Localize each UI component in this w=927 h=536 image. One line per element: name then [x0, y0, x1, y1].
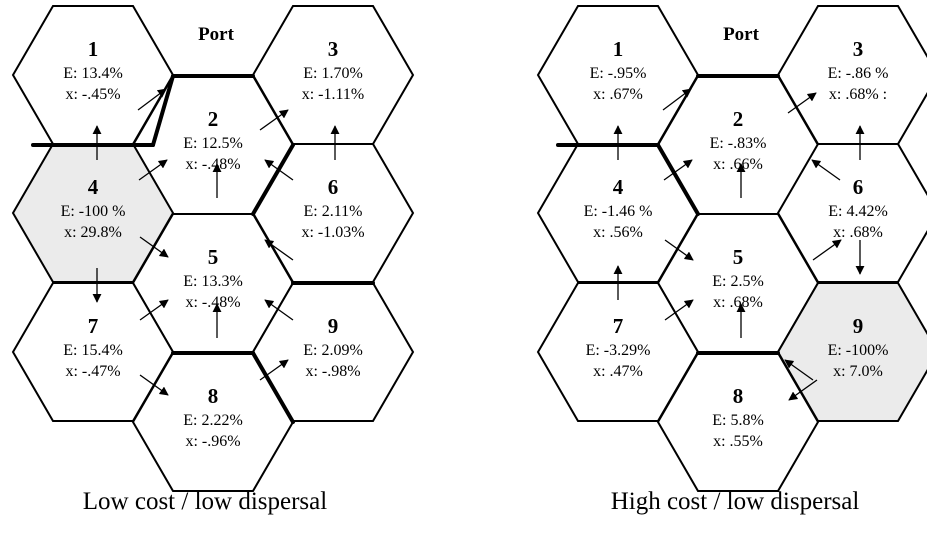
cell-e-value: E: -.86 %: [828, 65, 889, 82]
dispersal-arrow: [784, 359, 814, 381]
dispersal-arrow: [264, 159, 294, 181]
dispersal-arrow: [662, 88, 692, 111]
thick-border: [251, 143, 295, 216]
dispersal-arrow: [788, 379, 818, 401]
cell-number: 2: [208, 107, 219, 131]
thick-border: [151, 74, 175, 147]
cell-x-value: x: -.47%: [65, 363, 120, 380]
cell-e-value: E: 1.70%: [303, 65, 363, 82]
dispersal-arrow: [138, 159, 168, 181]
dispersal-arrow: [663, 159, 693, 181]
cell-number: 5: [208, 245, 219, 269]
cell-x-value: x: -.48%: [185, 294, 240, 311]
cell-e-value: E: 13.3%: [183, 273, 243, 290]
dispersal-arrow: [264, 239, 294, 261]
cell-number: 2: [733, 107, 744, 131]
dispersal-arrow: [811, 159, 841, 181]
cell-x-value: x: .68%: [713, 294, 763, 311]
cell-number: 8: [733, 384, 744, 408]
cell-number: 6: [328, 175, 339, 199]
cell-x-value: x: -1.03%: [301, 224, 364, 241]
thick-border: [251, 351, 295, 424]
cell-x-value: x: .68%: [833, 224, 883, 241]
cell-x-value: x: .68% :: [829, 86, 887, 103]
cell-number: 6: [853, 175, 864, 199]
cell-x-value: x: -.45%: [65, 86, 120, 103]
dispersal-arrow: [139, 236, 169, 258]
cell-e-value: E: -.95%: [590, 65, 647, 82]
dispersal-arrow: [259, 359, 289, 381]
dispersal-arrow: [664, 239, 694, 261]
hex-cell-9: [776, 282, 927, 422]
dispersal-arrow: [259, 109, 289, 131]
cell-x-value: x: .67%: [593, 86, 643, 103]
cell-x-value: x: -1.11%: [302, 86, 365, 103]
cell-e-value: E: -.83%: [710, 135, 767, 152]
cell-number: 9: [328, 314, 339, 338]
cell-number: 3: [853, 37, 864, 61]
dispersal-arrow: [787, 92, 817, 114]
panel-high-cost: Port 1 E: -.95% x: .67% 2 E: -.83% x: .66% 3 E: …: [536, 5, 927, 492]
cell-e-value: E: -100%: [828, 342, 889, 359]
cell-e-value: E: -3.29%: [586, 342, 651, 359]
cell-number: 1: [88, 37, 99, 61]
caption-high-cost: High cost / low dispersal: [610, 488, 860, 515]
cell-e-value: E: 13.4%: [63, 65, 123, 82]
cell-x-value: x: .47%: [593, 363, 643, 380]
cell-e-value: E: -100 %: [61, 203, 126, 220]
cell-x-value: x: .55%: [713, 433, 763, 450]
cell-x-value: x: .56%: [593, 224, 643, 241]
panel-low-cost: Port 1 E: 13.4% x: -.45% 2 E: 12.5% x: -.48% 3 E…: [11, 5, 415, 492]
cell-number: 5: [733, 245, 744, 269]
cell-x-value: x: -.98%: [305, 363, 360, 380]
cell-number: 7: [88, 314, 99, 338]
cell-x-value: x: 29.8%: [64, 224, 122, 241]
dispersal-arrow: [139, 299, 169, 321]
cell-e-value: E: 4.42%: [828, 203, 888, 220]
dispersal-arrow: [664, 299, 694, 321]
cell-x-value: x: -.48%: [185, 156, 240, 173]
cell-x-value: x: .66%: [713, 156, 763, 173]
cell-e-value: E: 12.5%: [183, 135, 243, 152]
cell-number: 4: [88, 175, 99, 199]
thick-border: [656, 143, 700, 216]
dispersal-arrow: [812, 239, 842, 261]
cell-number: 4: [613, 175, 624, 199]
cell-e-value: E: 15.4%: [63, 342, 123, 359]
cell-number: 1: [613, 37, 624, 61]
caption-low-cost: Low cost / low dispersal: [82, 488, 328, 515]
cell-number: 7: [613, 314, 624, 338]
cell-e-value: E: 2.5%: [712, 273, 764, 290]
cell-e-value: E: -1.46 %: [584, 203, 653, 220]
cell-number: 8: [208, 384, 219, 408]
dispersal-arrow: [139, 374, 169, 396]
cell-e-value: E: 2.09%: [303, 342, 363, 359]
cell-x-value: x: 7.0%: [833, 363, 883, 380]
cell-number: 9: [853, 314, 864, 338]
cell-number: 3: [328, 37, 339, 61]
dispersal-arrow: [264, 299, 294, 321]
port-label: Port: [198, 24, 235, 45]
port-label: Port: [723, 24, 760, 45]
cell-e-value: E: 5.8%: [712, 412, 764, 429]
dispersal-arrow: [137, 88, 167, 111]
cell-e-value: E: 2.22%: [183, 412, 243, 429]
cell-e-value: E: 2.11%: [304, 203, 363, 220]
cell-x-value: x: -.96%: [185, 433, 240, 450]
